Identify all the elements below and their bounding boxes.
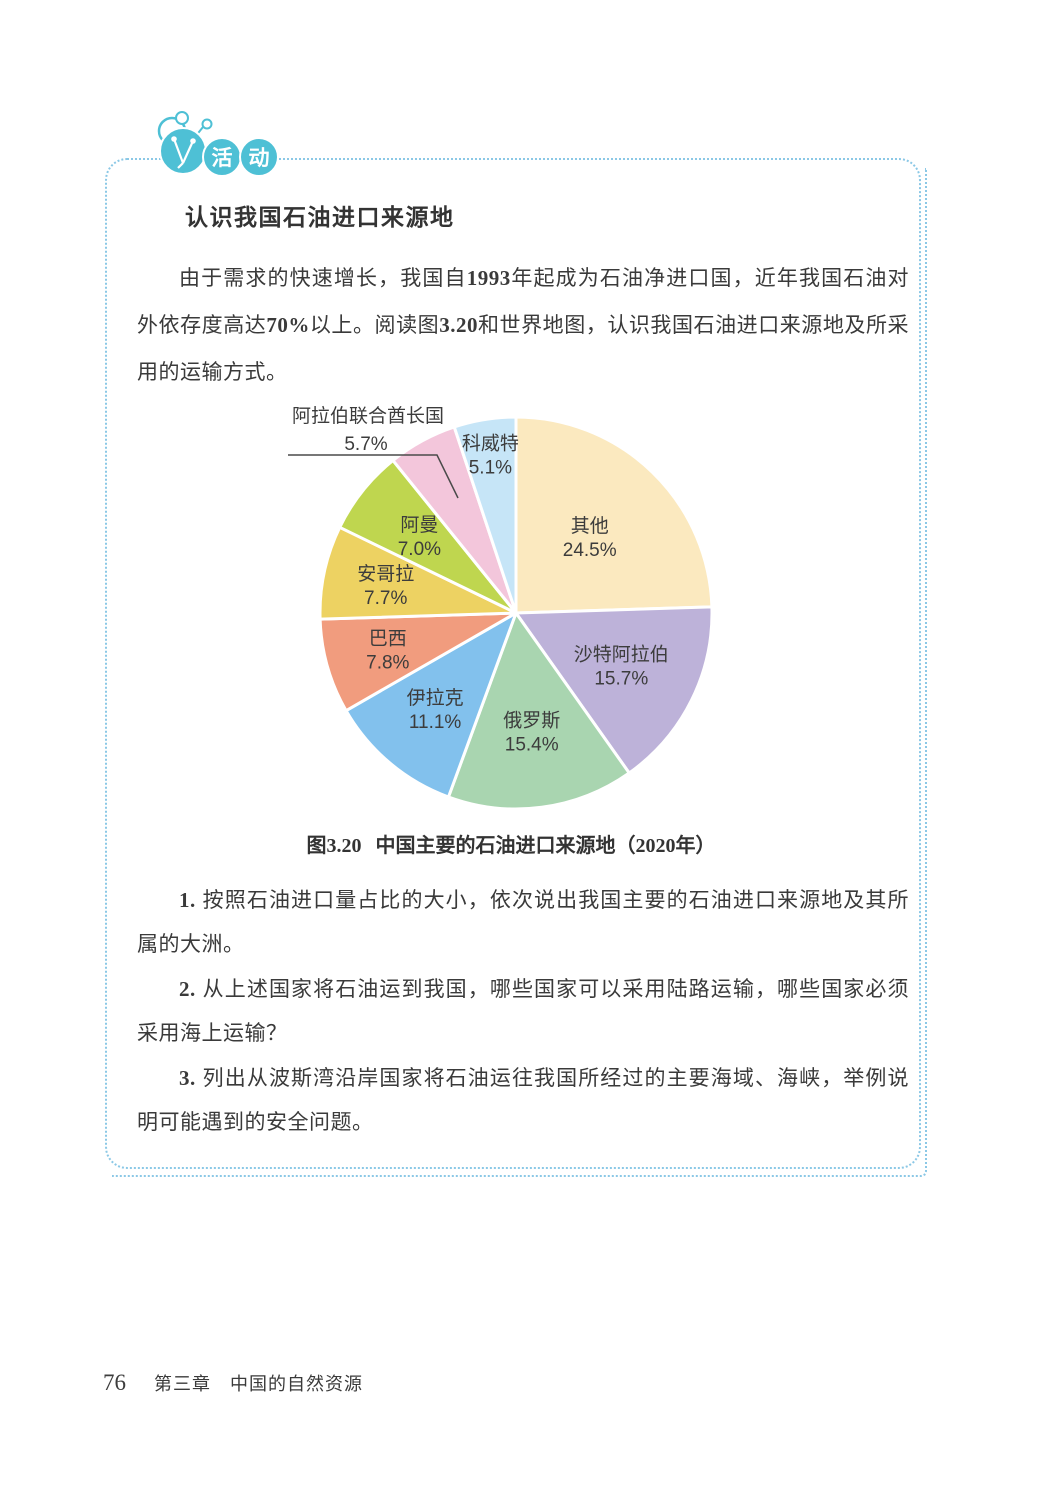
slice-label: 阿拉伯联合酋长国 bbox=[292, 405, 444, 427]
page-footer: 76 第三章 中国的自然资源 bbox=[103, 1370, 363, 1396]
intro-paragraph: 由于需求的快速增长，我国自1993年起成为石油净进口国，近年我国石油对外依存度高… bbox=[137, 266, 910, 384]
activity-box-shadow bbox=[112, 168, 927, 1177]
figure-caption: 图3.20 中国主要的石油进口来源地（2020年） bbox=[105, 829, 917, 858]
slice-value: 15.7% bbox=[594, 668, 648, 689]
pie-slice bbox=[514, 605, 714, 775]
page-number: 76 bbox=[103, 1370, 126, 1395]
activity-badge: 活 动 bbox=[202, 137, 279, 177]
slice-value: 5.7% bbox=[344, 434, 387, 455]
question-item: 3. 列出从波斯湾沿岸国家将石油运往我国所经过的主要海域、海峡，举例说明可能遇到… bbox=[137, 1066, 909, 1134]
slice-value: 7.8% bbox=[366, 652, 409, 673]
figure-caption-text: 中国主要的石油进口来源地（2020年） bbox=[375, 835, 716, 857]
pie-slice bbox=[446, 611, 631, 811]
activity-box bbox=[105, 158, 921, 1169]
question-list: 1. 按照石油进口量占比的大小，依次说出我国主要的石油进口来源地及其所属的大洲。… bbox=[137, 878, 909, 1145]
figure-number: 图3.20 bbox=[306, 835, 362, 857]
slice-value: 5.1% bbox=[469, 457, 512, 478]
pie-slice bbox=[318, 525, 518, 621]
slice-label: 俄罗斯 bbox=[503, 710, 560, 732]
page-title: 认识我国石油进口来源地 bbox=[185, 204, 455, 230]
pie-slice bbox=[318, 611, 518, 713]
slice-label: 阿曼 bbox=[400, 514, 438, 536]
slice-label: 其他 bbox=[571, 515, 609, 537]
compass-activity-icon bbox=[157, 111, 213, 175]
pie-slice bbox=[514, 415, 714, 615]
slice-label: 安哥拉 bbox=[357, 563, 414, 585]
pie-slice bbox=[452, 415, 518, 615]
pie-chart: 其他 24.5% 沙特阿拉伯 15.7% 俄罗斯 15.4% 伊拉克 11.1% 巴西 7.8% 安… bbox=[280, 398, 760, 838]
slice-value: 15.4% bbox=[505, 735, 559, 756]
question-item: 2. 从上述国家将石油运到我国，哪些国家可以采用陆路运输，哪些国家必须采用海上运… bbox=[137, 977, 909, 1045]
slice-label: 沙特阿拉伯 bbox=[574, 643, 669, 665]
slice-label: 科威特 bbox=[462, 432, 519, 454]
chapter-title: 第三章 中国的自然资源 bbox=[154, 1374, 363, 1394]
slice-label: 巴西 bbox=[369, 628, 407, 649]
label-leader-line bbox=[288, 454, 459, 499]
slice-label: 伊拉克 bbox=[407, 687, 464, 709]
slice-value: 11.1% bbox=[409, 712, 462, 733]
badge-label-circle: 动 bbox=[239, 137, 279, 177]
badge-label-circle: 活 bbox=[202, 137, 242, 177]
pie-slice bbox=[344, 611, 518, 799]
slice-value: 7.0% bbox=[398, 539, 441, 560]
slice-value: 7.7% bbox=[364, 588, 407, 609]
question-item: 1. 按照石油进口量占比的大小，依次说出我国主要的石油进口来源地及其所属的大洲。 bbox=[137, 888, 909, 956]
slice-value: 24.5% bbox=[563, 540, 617, 561]
